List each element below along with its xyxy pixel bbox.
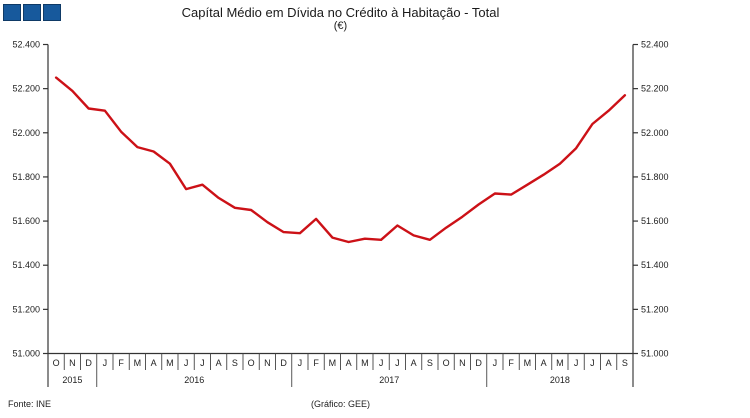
month-label: A <box>411 358 417 368</box>
month-label: M <box>556 358 564 368</box>
logo-square-3 <box>43 4 61 21</box>
y-axis-label-right: 52.000 <box>641 128 669 138</box>
year-label: 2018 <box>550 375 570 385</box>
chart-title: Capítal Médio em Dívida no Crédito à Hab… <box>181 5 500 20</box>
month-label: S <box>232 358 238 368</box>
chart-subtitle: (€) <box>333 20 348 32</box>
month-label: O <box>53 358 60 368</box>
month-label: M <box>134 358 142 368</box>
y-axis-label-right: 52.200 <box>641 84 669 94</box>
logo <box>3 4 61 21</box>
credit-note: (Gráfico: GEE) <box>310 399 370 409</box>
month-label: D <box>85 358 92 368</box>
year-label: 2016 <box>184 375 204 385</box>
data-line <box>54 76 627 244</box>
month-label: J <box>379 358 384 368</box>
month-label: M <box>361 358 369 368</box>
month-label: S <box>622 358 628 368</box>
y-axis-label-right: 51.800 <box>641 172 669 182</box>
month-label: J <box>200 358 205 368</box>
month-label: F <box>118 358 124 368</box>
source-note: Fonte: INE <box>8 399 52 409</box>
month-label: A <box>606 358 612 368</box>
month-label: J <box>298 358 303 368</box>
y-axis-label-right: 51.000 <box>641 349 669 359</box>
month-label: S <box>427 358 433 368</box>
month-label: A <box>346 358 352 368</box>
y-axis-label-left: 51.000 <box>12 349 40 359</box>
y-axis-label-left: 51.800 <box>12 172 40 182</box>
y-axis-label-right: 51.200 <box>641 304 669 314</box>
y-axis-label-right: 51.600 <box>641 216 669 226</box>
month-label: O <box>248 358 255 368</box>
month-label: F <box>508 358 514 368</box>
month-label: J <box>493 358 498 368</box>
month-label: D <box>475 358 482 368</box>
y-axis-label-right: 52.400 <box>641 40 669 50</box>
y-axis-label-left: 52.000 <box>12 128 40 138</box>
month-label: A <box>541 358 547 368</box>
month-label: M <box>329 358 337 368</box>
month-label: J <box>395 358 400 368</box>
y-axis-label-right: 51.400 <box>641 260 669 270</box>
y-axis-label-left: 52.200 <box>12 84 40 94</box>
month-label: A <box>216 358 222 368</box>
month-label: J <box>590 358 595 368</box>
y-axis-label-left: 51.600 <box>12 216 40 226</box>
month-label: F <box>313 358 319 368</box>
month-label: J <box>184 358 189 368</box>
y-axis-label-left: 51.400 <box>12 260 40 270</box>
logo-square-1 <box>3 4 21 21</box>
month-label: O <box>443 358 450 368</box>
month-label: N <box>69 358 76 368</box>
month-label: J <box>574 358 579 368</box>
month-label: J <box>103 358 108 368</box>
month-label: D <box>280 358 287 368</box>
logo-square-2 <box>23 4 41 21</box>
month-label: N <box>459 358 466 368</box>
month-label: M <box>524 358 532 368</box>
title-block: Capítal Médio em Dívida no Crédito à Hab… <box>48 5 633 33</box>
month-label: M <box>166 358 174 368</box>
month-label: N <box>264 358 271 368</box>
y-axis-label-left: 51.200 <box>12 304 40 314</box>
year-label: 2015 <box>62 375 82 385</box>
y-axis-label-left: 52.400 <box>12 40 40 50</box>
month-label: A <box>151 358 157 368</box>
year-label: 2017 <box>379 375 399 385</box>
